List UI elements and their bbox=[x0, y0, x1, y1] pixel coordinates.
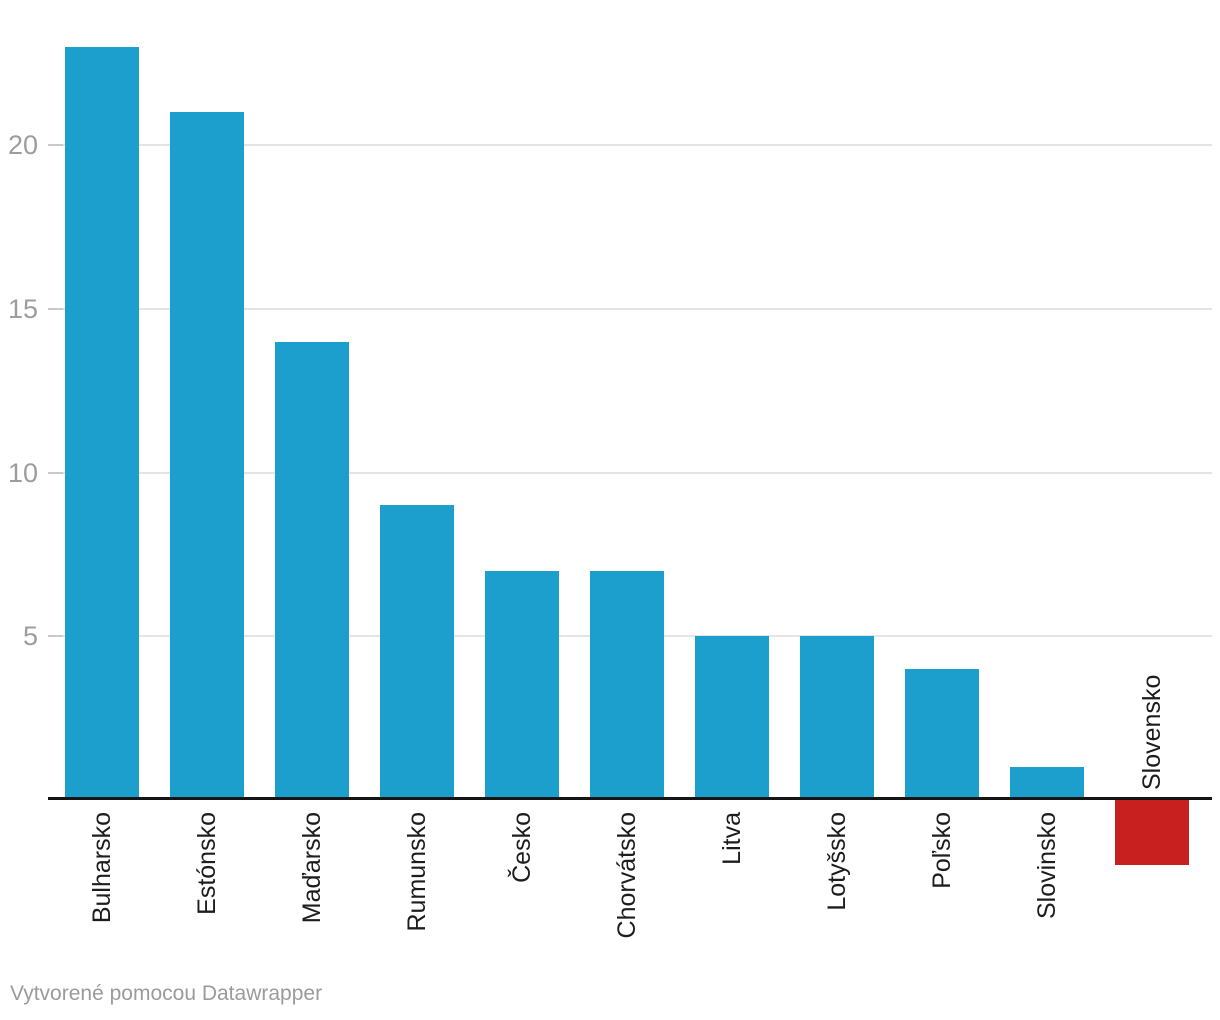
x-label-poľsko: Poľsko bbox=[928, 812, 956, 889]
y-tick-label-10: 10 bbox=[7, 457, 38, 488]
tick-mark-10 bbox=[48, 471, 63, 474]
bar-chorvátsko bbox=[590, 570, 664, 800]
bar-slovensko bbox=[1115, 800, 1189, 866]
x-label-slovensko: Slovensko bbox=[1138, 674, 1166, 790]
gridline-20 bbox=[48, 144, 1212, 147]
bar-estónsko bbox=[170, 112, 244, 800]
bar-česko bbox=[485, 570, 559, 800]
bar-litva bbox=[695, 636, 769, 800]
bar-lotyšsko bbox=[800, 636, 874, 800]
x-axis-line bbox=[48, 797, 1212, 800]
x-label-slovinsko: Slovinsko bbox=[1033, 812, 1061, 919]
bar-slovinsko bbox=[1010, 767, 1084, 800]
tick-mark-5 bbox=[48, 635, 63, 638]
gridline-10 bbox=[48, 471, 1212, 474]
bar-bulharsko bbox=[65, 46, 139, 800]
tick-mark-20 bbox=[48, 144, 63, 147]
datawrapper-credit: Vytvorené pomocou Datawrapper bbox=[10, 982, 323, 1005]
x-label-lotyšsko: Lotyšsko bbox=[823, 812, 851, 911]
x-label-litva: Litva bbox=[718, 812, 746, 865]
bar-rumunsko bbox=[380, 505, 454, 800]
bar-poľsko bbox=[905, 669, 979, 800]
y-tick-label-20: 20 bbox=[7, 130, 38, 161]
x-label-chorvátsko: Chorvátsko bbox=[613, 812, 641, 939]
y-tick-label-5: 5 bbox=[22, 621, 38, 652]
gridline-15 bbox=[48, 307, 1212, 310]
bar-maďarsko bbox=[275, 341, 349, 800]
x-label-rumunsko: Rumunsko bbox=[403, 812, 431, 932]
x-label-česko: Česko bbox=[508, 812, 536, 883]
tick-mark-15 bbox=[48, 307, 63, 310]
y-tick-label-15: 15 bbox=[7, 293, 38, 324]
